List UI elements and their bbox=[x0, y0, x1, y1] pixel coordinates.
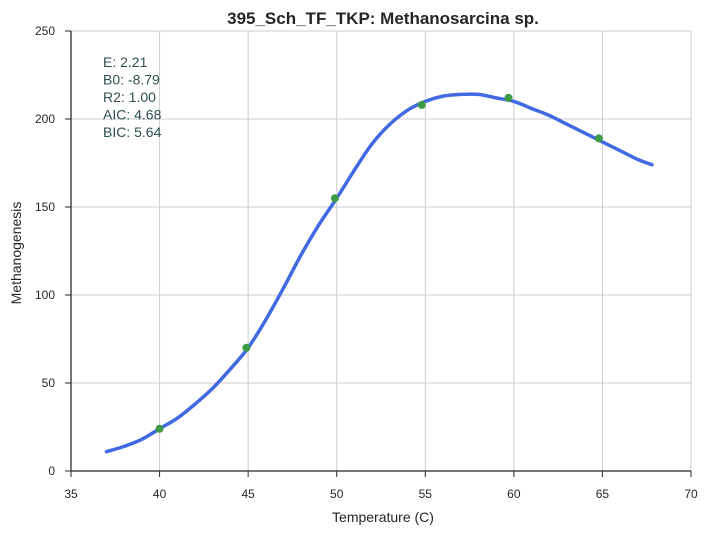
x-tick-label: 55 bbox=[419, 487, 433, 501]
y-axis-label: Methanogenesis bbox=[8, 202, 24, 305]
stat-line: R2: 1.00 bbox=[103, 89, 156, 105]
x-tick-label: 40 bbox=[153, 487, 167, 501]
x-tick-label: 60 bbox=[507, 487, 521, 501]
y-tick-label: 0 bbox=[48, 464, 55, 478]
gridlines bbox=[71, 30, 692, 471]
y-tick-label: 250 bbox=[35, 24, 55, 38]
tick-labels: 35 40 45 50 55 60 65 70 0 50 100 150 200 250 bbox=[35, 24, 698, 501]
x-axis-label: Temperature (C) bbox=[332, 509, 434, 525]
x-tick-label: 65 bbox=[596, 487, 610, 501]
stat-line: BIC: 5.64 bbox=[103, 124, 162, 140]
data-point bbox=[417, 100, 426, 109]
data-point bbox=[155, 424, 164, 433]
y-tick-label: 150 bbox=[35, 200, 55, 214]
x-tick-label: 70 bbox=[684, 487, 698, 501]
data-point bbox=[504, 93, 513, 102]
y-tick-label: 100 bbox=[35, 288, 55, 302]
x-tick-label: 35 bbox=[64, 487, 78, 501]
stat-line: B0: -8.79 bbox=[103, 72, 160, 88]
stat-line: AIC: 4.68 bbox=[103, 107, 162, 123]
x-tick-label: 45 bbox=[241, 487, 255, 501]
axes bbox=[65, 30, 692, 477]
series-layer bbox=[104, 92, 654, 454]
y-tick-label: 200 bbox=[35, 112, 55, 126]
y-tick-label: 50 bbox=[42, 376, 56, 390]
x-tick-label: 50 bbox=[330, 487, 344, 501]
fitted-curve bbox=[104, 92, 654, 454]
data-point bbox=[330, 194, 339, 203]
stat-line: E: 2.21 bbox=[103, 54, 148, 70]
data-point bbox=[242, 343, 251, 352]
chart-title: 395_Sch_TF_TKP: Methanosarcina sp. bbox=[227, 9, 539, 28]
data-point bbox=[594, 134, 603, 143]
